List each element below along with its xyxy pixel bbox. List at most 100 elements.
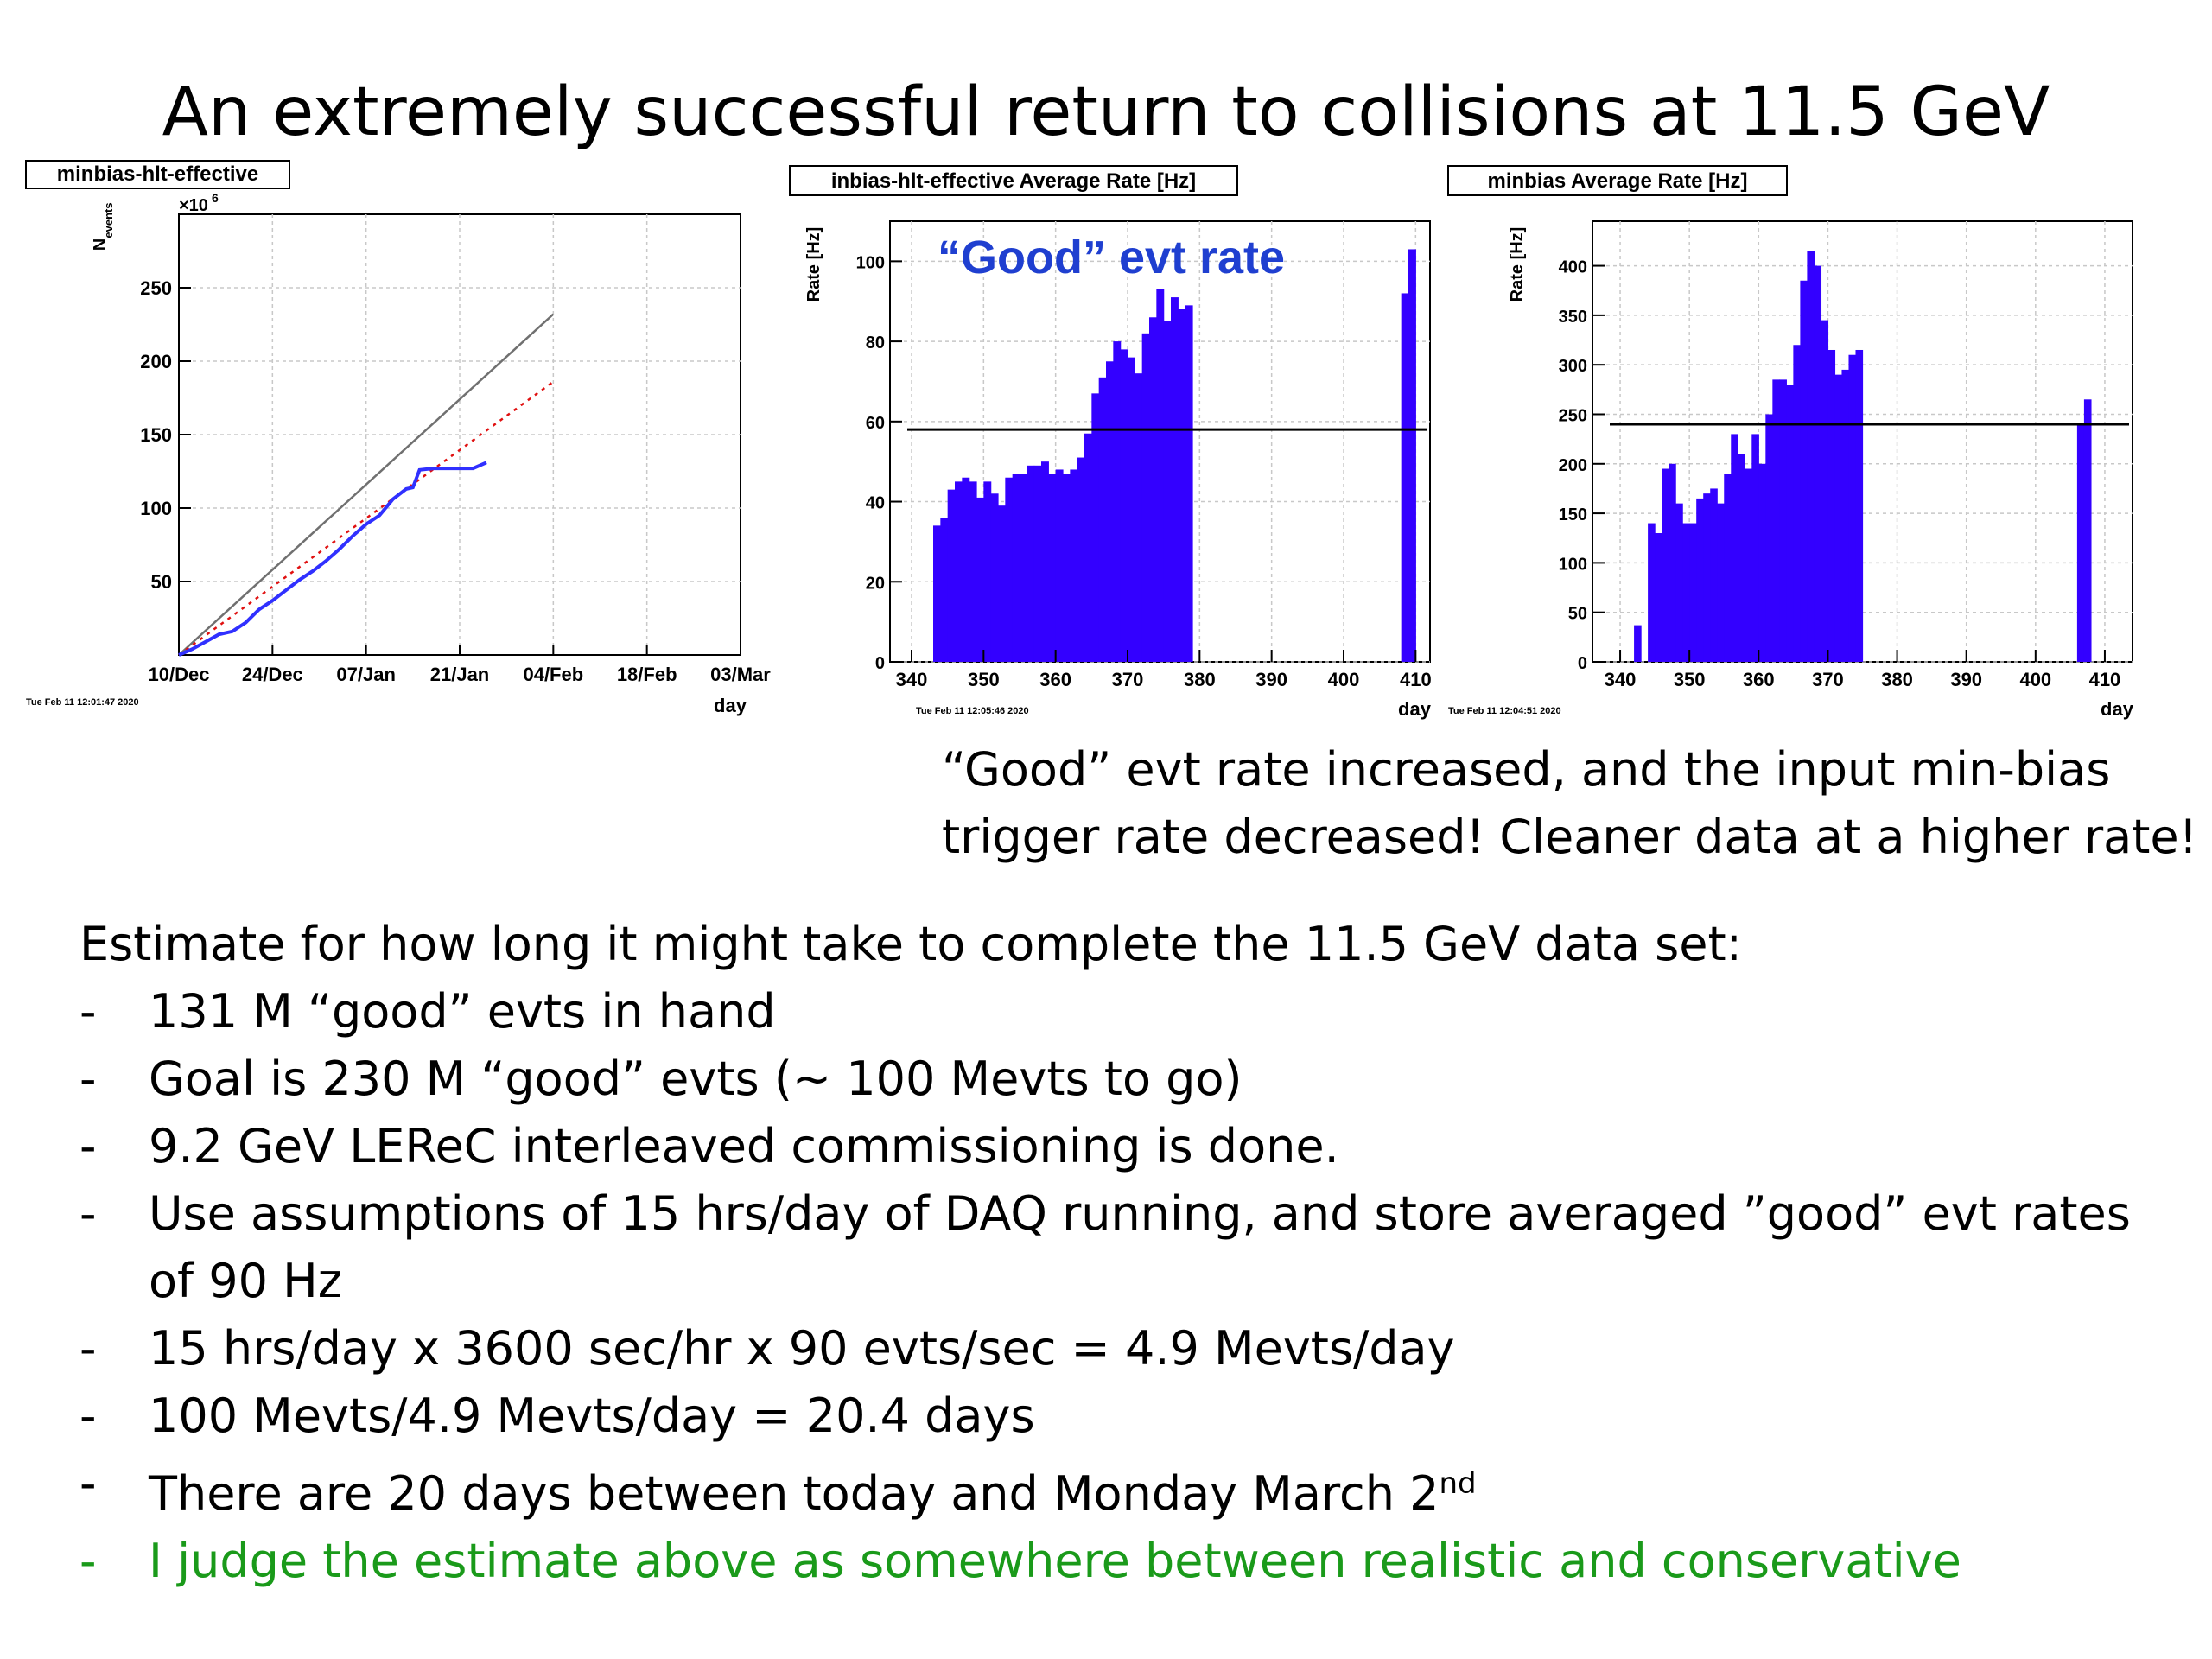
y-tick-label: 80 xyxy=(866,334,885,353)
bar xyxy=(1149,317,1157,662)
chart-title-box xyxy=(789,165,1238,196)
x-tick-label: 18/Feb xyxy=(617,664,677,685)
bullet-dash: - xyxy=(79,1321,97,1376)
bar xyxy=(1113,341,1122,662)
x-tick-label: 350 xyxy=(968,669,1000,690)
y-tick-label: 250 xyxy=(1559,406,1587,425)
bar xyxy=(1696,498,1704,662)
note-line-2: trigger rate decreased! Cleaner data at … xyxy=(942,810,2198,864)
bullet-dash: - xyxy=(79,1119,97,1173)
bar xyxy=(1401,293,1409,662)
bar xyxy=(1185,305,1193,662)
minbias-rate-chart: minbias Average Rate [Hz] 340 350 360 370 380… xyxy=(1447,165,2134,720)
bar xyxy=(1821,320,1829,662)
y-tick-label: 100 xyxy=(1559,555,1587,574)
bar xyxy=(1827,349,1836,662)
y-tick-label: 50 xyxy=(151,571,172,593)
bar xyxy=(969,481,977,662)
bar xyxy=(1033,465,1042,662)
y-tick-label: 20 xyxy=(866,574,885,593)
bar xyxy=(1779,379,1787,662)
bar xyxy=(1408,249,1416,662)
chart-title-box xyxy=(1447,165,1788,196)
bar xyxy=(1027,465,1035,662)
y-tick-label: 100 xyxy=(140,498,172,519)
bar xyxy=(940,518,949,662)
bar xyxy=(1648,523,1656,662)
slide-title: An extremely successful return to collis… xyxy=(162,73,2050,151)
timestamp: Tue Feb 11 12:01:47 2020 xyxy=(26,697,139,708)
bar xyxy=(1786,385,1794,662)
bar xyxy=(933,525,941,662)
x-tick-label: 380 xyxy=(1184,669,1216,690)
bar xyxy=(1048,474,1057,662)
bar xyxy=(1084,433,1092,662)
bullet-item: - Use assumptions of 15 hrs/day of DAQ ru… xyxy=(79,1180,2171,1315)
bullet-text: 15 hrs/day x 3600 sec/hr x 90 evts/sec =… xyxy=(149,1321,1455,1376)
bar xyxy=(1055,469,1064,662)
bullet-text: There are 20 days between today and Mond… xyxy=(149,1466,1440,1521)
bar xyxy=(1141,333,1150,662)
bar xyxy=(1178,309,1186,662)
bar xyxy=(1710,488,1718,662)
x-tick-label: 370 xyxy=(1112,669,1144,690)
bar xyxy=(1098,377,1107,662)
y-tick-label: 50 xyxy=(1568,605,1587,624)
bar xyxy=(1745,468,1752,662)
y-tick-label: 0 xyxy=(1578,654,1587,673)
bar xyxy=(1758,463,1766,662)
bar xyxy=(1662,468,1669,662)
bar xyxy=(1634,625,1642,662)
bar xyxy=(1814,265,1822,662)
x-tick-label: 410 xyxy=(1400,669,1432,690)
bar xyxy=(1120,349,1128,662)
bar xyxy=(1012,474,1020,662)
x-tick-label: 21/Jan xyxy=(430,664,490,685)
bar xyxy=(990,493,999,662)
bar xyxy=(1772,379,1780,662)
bullet-item: - There are 20 days between today and Mon… xyxy=(79,1450,2171,1528)
chart-title: inbias-hlt-effective Average Rate [Hz] xyxy=(831,169,1196,193)
y-tick-label: 150 xyxy=(1559,505,1587,524)
y-tick-label: 350 xyxy=(1559,308,1587,327)
bar xyxy=(1703,493,1711,662)
chart-title: minbias Average Rate [Hz] xyxy=(1488,169,1748,193)
bar xyxy=(1793,345,1801,662)
note-line-1: “Good” evt rate increased, and the input… xyxy=(942,742,2111,797)
chart-annotation: “Good” evt rate xyxy=(938,232,1285,283)
y-tick-label: 400 xyxy=(1559,258,1587,277)
bullet-dash: - xyxy=(79,984,97,1039)
bullet-text: Goal is 230 M “good” evts (~ 100 Mevts t… xyxy=(149,1052,1243,1106)
timestamp: Tue Feb 11 12:04:51 2020 xyxy=(1448,706,1561,716)
bar xyxy=(1834,374,1843,662)
bar xyxy=(1171,297,1179,662)
bar xyxy=(1128,357,1135,662)
x-tick-label: 400 xyxy=(1328,669,1360,690)
bullet-item: -I judge the estimate above as somewhere… xyxy=(79,1528,2171,1595)
x-tick-label: 370 xyxy=(1812,669,1844,690)
bullet-text: 100 Mevts/4.9 Mevts/day = 20.4 days xyxy=(149,1389,1035,1443)
bullet-dash: - xyxy=(79,1052,97,1106)
x-tick-label: 07/Jan xyxy=(336,664,396,685)
bar xyxy=(1091,393,1100,662)
bullet-text: 9.2 GeV LEReC interleaved commissioning … xyxy=(149,1119,1339,1173)
x-tick-label: 10/Dec xyxy=(149,664,210,685)
bullet-dash: - xyxy=(79,1534,97,1588)
bullet-text: 131 M “good” evts in hand xyxy=(149,984,776,1039)
y-axis-label: Rate [Hz] xyxy=(804,227,823,302)
y-tick-label: 200 xyxy=(1559,456,1587,475)
cumulative-events-chart: minbias-hlt-effective 10/Dec 24/Dec 07/Jan 2… xyxy=(25,160,771,716)
bar xyxy=(1070,469,1078,662)
bar xyxy=(1020,474,1027,662)
x-tick-label: 03/Mar xyxy=(710,664,771,685)
y-tick-label: 250 xyxy=(140,277,172,299)
y-exponent: ×10 xyxy=(179,196,208,215)
x-tick-label: 390 xyxy=(1950,669,1982,690)
bullet-item: -100 Mevts/4.9 Mevts/day = 20.4 days xyxy=(79,1382,2171,1450)
bar xyxy=(1106,361,1114,662)
bar xyxy=(1855,349,1864,662)
bar xyxy=(1841,369,1850,662)
bar xyxy=(1800,280,1808,662)
bar xyxy=(998,505,1006,662)
x-tick-label: 340 xyxy=(1605,669,1637,690)
